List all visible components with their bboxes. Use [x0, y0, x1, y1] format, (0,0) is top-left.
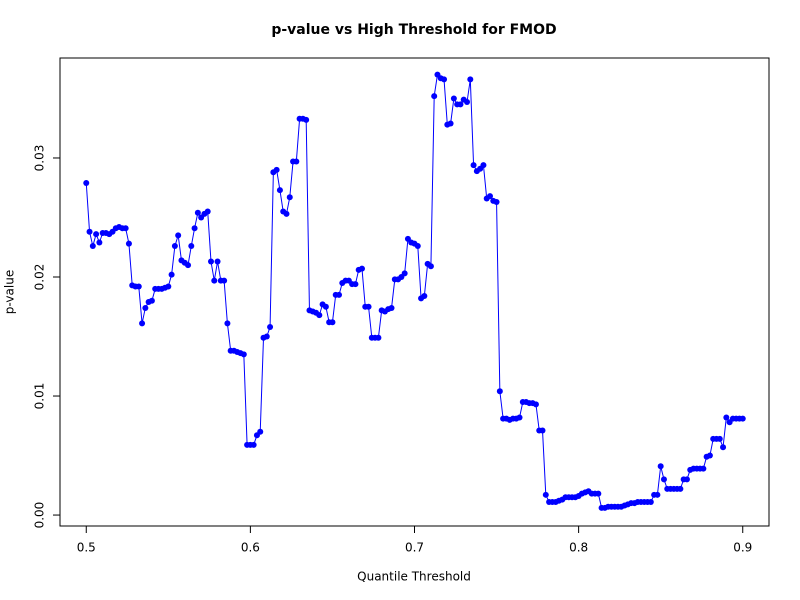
data-point — [660, 476, 667, 483]
data-point — [191, 225, 198, 232]
data-point — [480, 162, 487, 169]
y-tick-label: 0.00 — [33, 502, 47, 529]
data-point — [185, 262, 192, 269]
data-point — [83, 179, 90, 186]
data-point — [263, 333, 270, 340]
data-point — [467, 76, 474, 83]
data-point — [516, 414, 523, 421]
data-point — [723, 414, 730, 421]
data-point — [450, 95, 457, 102]
data-point — [542, 491, 549, 498]
data-point — [677, 485, 684, 492]
data-point — [240, 351, 247, 358]
x-tick-label: 0.9 — [733, 541, 752, 555]
data-point — [654, 491, 661, 498]
data-point — [122, 225, 129, 232]
data-point — [421, 293, 428, 300]
x-axis-label: Quantile Threshold — [357, 570, 471, 584]
y-axis-label: p-value — [3, 270, 17, 314]
y-tick-label: 0.02 — [33, 264, 47, 291]
data-point — [414, 243, 421, 250]
chart-title: p-value vs High Threshold for FMOD — [271, 22, 556, 38]
data-point — [647, 498, 654, 505]
data-point — [595, 490, 602, 497]
data-point — [464, 99, 471, 106]
data-point — [447, 120, 454, 127]
data-point — [316, 312, 323, 319]
data-point — [142, 304, 149, 311]
data-point — [470, 162, 477, 169]
data-point — [250, 441, 257, 448]
data-point — [257, 428, 264, 435]
data-point — [441, 76, 448, 83]
x-tick-label: 0.5 — [77, 541, 96, 555]
data-point — [168, 271, 175, 278]
data-point — [267, 323, 274, 330]
data-point — [739, 415, 746, 422]
data-point — [89, 243, 96, 250]
data-point — [165, 283, 172, 290]
data-point — [125, 240, 132, 247]
data-point — [273, 166, 280, 173]
data-point — [431, 93, 438, 100]
data-point — [457, 101, 464, 108]
y-tick-label: 0.01 — [33, 383, 47, 410]
data-point — [700, 465, 707, 472]
x-tick-label: 0.6 — [241, 541, 260, 555]
data-point — [139, 320, 146, 327]
data-point — [303, 116, 310, 123]
data-point — [375, 334, 382, 341]
data-point — [427, 263, 434, 270]
data-point — [175, 232, 182, 239]
data-point — [135, 283, 142, 290]
data-point — [224, 320, 231, 327]
data-point — [539, 427, 546, 434]
data-point — [221, 277, 228, 284]
data-point — [329, 319, 336, 326]
data-point — [706, 452, 713, 459]
data-point — [286, 194, 293, 201]
data-point — [93, 231, 100, 238]
data-point — [365, 303, 372, 310]
data-point — [720, 444, 727, 451]
data-point — [211, 277, 218, 284]
data-point — [716, 435, 723, 442]
data-point — [493, 199, 500, 206]
data-point — [683, 476, 690, 483]
x-tick-label: 0.8 — [569, 541, 588, 555]
data-point — [496, 388, 503, 395]
data-point — [204, 208, 211, 215]
data-point — [657, 463, 664, 470]
data-point — [401, 270, 408, 277]
data-point — [532, 401, 539, 408]
data-point — [336, 291, 343, 298]
data-point — [276, 187, 283, 194]
data-point — [207, 258, 214, 265]
data-point — [283, 210, 290, 217]
data-point — [188, 243, 195, 250]
data-point — [148, 297, 155, 304]
data-point — [352, 281, 359, 288]
data-point — [322, 303, 329, 310]
data-point — [86, 228, 93, 235]
data-point — [486, 193, 493, 200]
y-tick-label: 0.03 — [33, 145, 47, 172]
data-point — [171, 243, 178, 250]
data-point — [96, 239, 103, 246]
data-point — [358, 265, 365, 272]
data-point — [194, 209, 201, 216]
data-point — [214, 258, 221, 265]
x-tick-label: 0.7 — [405, 541, 424, 555]
data-point — [293, 158, 300, 165]
data-point — [388, 304, 395, 311]
